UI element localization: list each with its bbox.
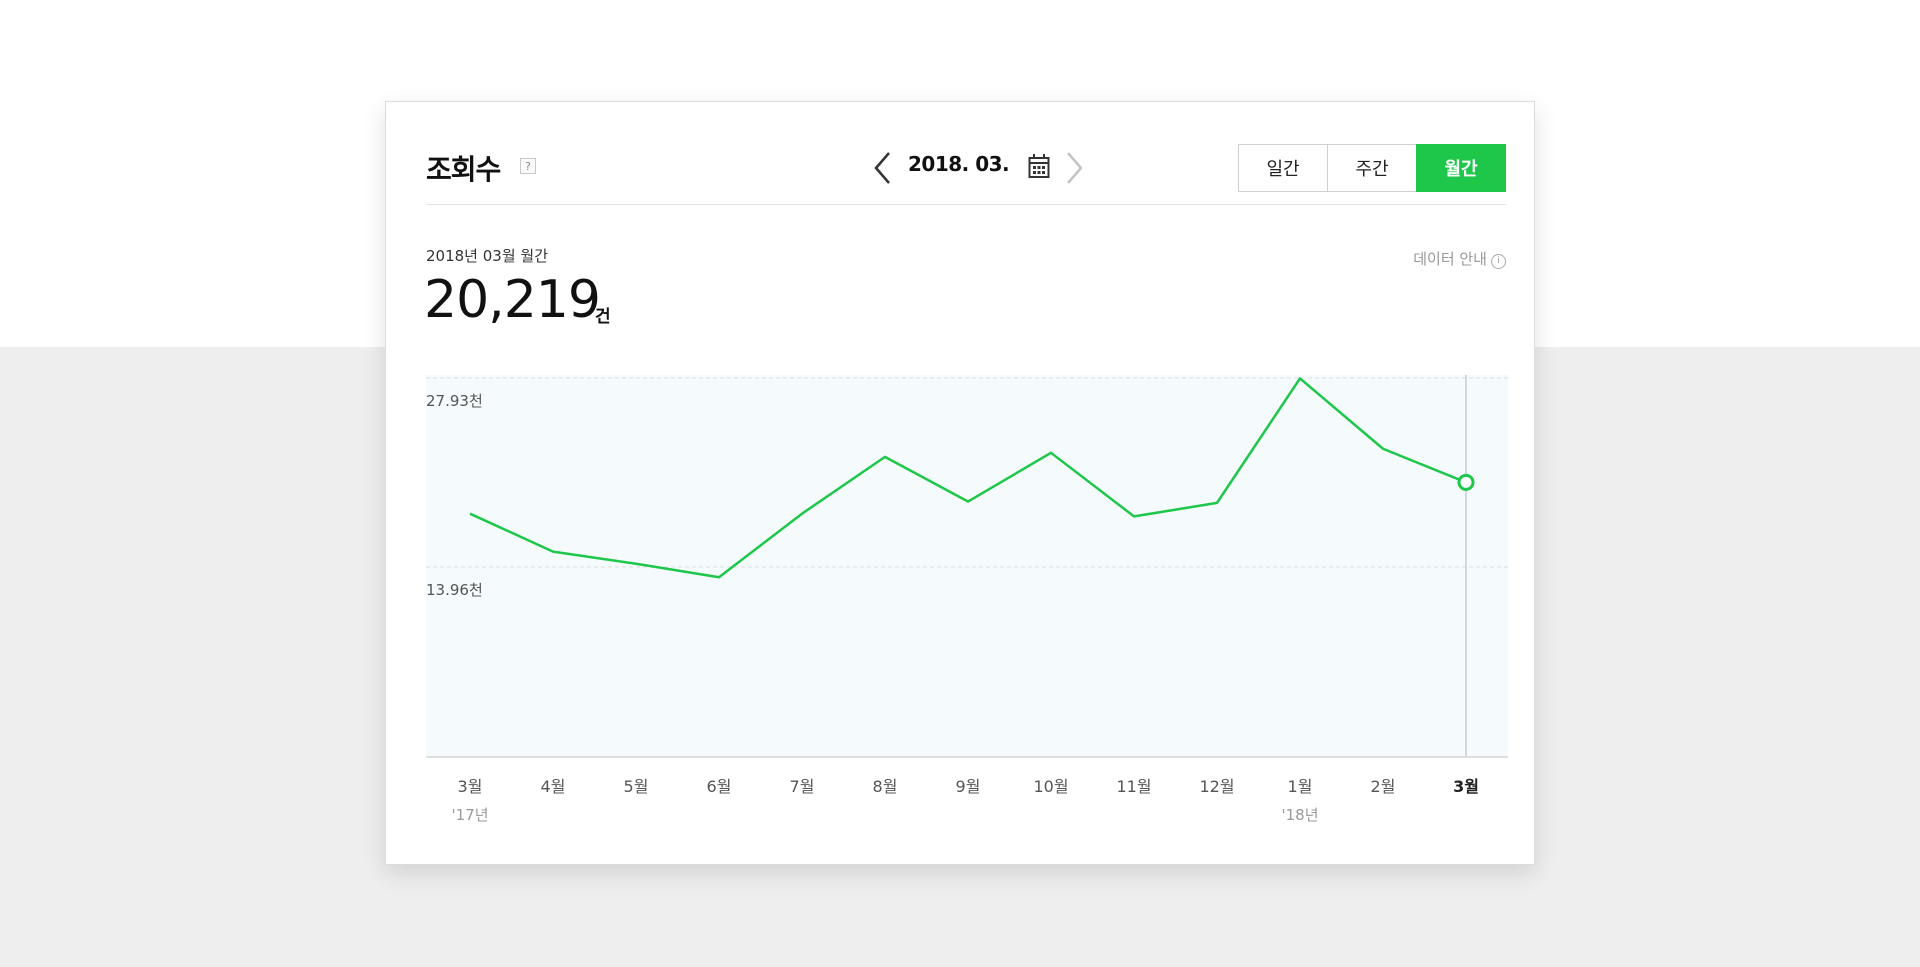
x-tick-label: 5월 xyxy=(624,777,649,796)
help-icon[interactable]: ? xyxy=(520,158,536,174)
data-info-label: 데이터 안내 xyxy=(1413,250,1487,268)
card-title: 조회수 xyxy=(426,153,501,186)
card-header: 조회수 ? 2018. 03. 일간 주간 월간 xyxy=(426,138,1506,205)
x-tick-label: 9월 xyxy=(956,777,981,796)
period-label: 2018년 03월 월간 xyxy=(426,247,548,265)
tab-weekly[interactable]: 주간 xyxy=(1327,144,1417,192)
chevron-right-icon[interactable] xyxy=(1062,150,1086,186)
x-tick-label: 2월 xyxy=(1371,777,1396,796)
x-tick-label: 6월 xyxy=(707,777,732,796)
views-stats-card: 27.93천 13.96천 3월 '17년 4월 5월 6월 7월 8월 9월 10월 11월 12월… xyxy=(385,101,1535,865)
x-year-label: '17년 xyxy=(451,806,488,824)
x-tick-label: 1월 xyxy=(1288,777,1313,796)
total-views-value: 20,219 xyxy=(424,270,601,330)
total-views-unit: 건 xyxy=(595,307,611,327)
data-info-link[interactable]: 데이터 안내 i xyxy=(1413,248,1506,269)
x-tick-label: 8월 xyxy=(873,777,898,796)
y-tick-label-2: 13.96천 xyxy=(426,581,483,599)
tab-daily[interactable]: 일간 xyxy=(1238,144,1328,192)
x-year-label: '18년 xyxy=(1281,806,1318,824)
x-tick-label: 3월 xyxy=(1453,777,1479,796)
calendar-icon[interactable] xyxy=(1028,153,1050,179)
series-line xyxy=(469,377,1467,579)
plot-area xyxy=(426,375,1508,757)
period-tabs: 일간 주간 월간 xyxy=(1238,144,1506,192)
data-point-highlight xyxy=(1457,473,1475,491)
chevron-left-icon[interactable] xyxy=(871,150,895,186)
current-date-label[interactable]: 2018. 03. xyxy=(908,152,1010,176)
x-tick-label: 3월 xyxy=(458,777,483,796)
line-chart: 27.93천 13.96천 3월 '17년 4월 5월 6월 7월 8월 9월 10월 11월 12월… xyxy=(426,375,1508,824)
x-tick-label: 4월 xyxy=(541,777,566,796)
y-tick-label-1: 27.93천 xyxy=(426,392,483,410)
tab-monthly[interactable]: 월간 xyxy=(1416,144,1506,192)
x-tick-label: 12월 xyxy=(1199,777,1234,796)
x-tick-label: 10월 xyxy=(1033,777,1068,796)
x-tick-label: 7월 xyxy=(790,777,815,796)
x-tick-label: 11월 xyxy=(1116,777,1151,796)
info-icon: i xyxy=(1491,254,1506,269)
